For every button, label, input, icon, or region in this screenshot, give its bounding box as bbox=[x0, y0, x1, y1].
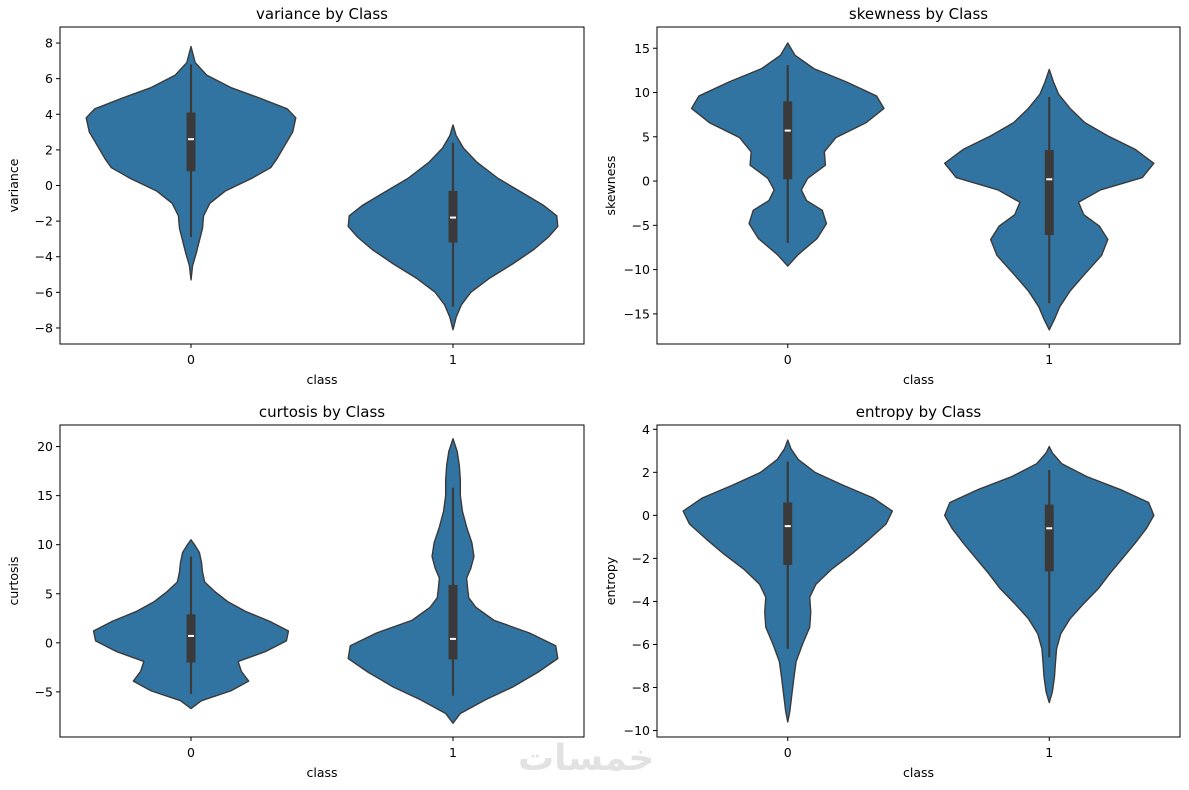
violin-iqr-box bbox=[783, 101, 793, 180]
y-tick-label: −10 bbox=[624, 723, 650, 738]
y-tick-label: 4 bbox=[642, 422, 650, 437]
violin-iqr-box bbox=[783, 502, 793, 565]
y-tick-label: 10 bbox=[37, 537, 53, 552]
violin-iqr-box bbox=[186, 112, 196, 172]
x-tick-label: 0 bbox=[187, 745, 195, 760]
x-axis-label: class bbox=[306, 765, 337, 780]
panel-skewness: skewness by Class class skewness −15 −10 −… bbox=[603, 5, 1181, 387]
y-tick-label: 10 bbox=[634, 85, 650, 100]
x-tick-label: 1 bbox=[1045, 745, 1053, 760]
y-tick-label: 15 bbox=[37, 488, 53, 503]
y-tick-label: −5 bbox=[632, 218, 650, 233]
y-tick-label: 0 bbox=[45, 635, 53, 650]
y-tick-label: −4 bbox=[632, 594, 650, 609]
panel-curtosis: curtosis by Class class curtosis −505101… bbox=[6, 403, 585, 780]
x-tick-label: 0 bbox=[784, 352, 792, 367]
x-tick-label: 1 bbox=[1045, 352, 1053, 367]
x-tick-label: 0 bbox=[784, 745, 792, 760]
y-tick-label: −6 bbox=[35, 285, 53, 300]
y-axis-label: variance bbox=[6, 158, 21, 212]
y-axis-label: entropy bbox=[603, 556, 618, 605]
x-tick-label: 1 bbox=[449, 745, 457, 760]
x-axis-label: class bbox=[903, 372, 934, 387]
y-tick-label: 0 bbox=[642, 508, 650, 523]
x-axis-label: class bbox=[903, 765, 934, 780]
y-tick-label: −2 bbox=[35, 214, 53, 229]
y-axis-label: curtosis bbox=[6, 557, 21, 606]
panel-entropy: entropy by Class class entropy −10 −8 −6 −4… bbox=[603, 403, 1181, 780]
y-tick-label: 0 bbox=[642, 174, 650, 189]
y-tick-label: 6 bbox=[45, 71, 53, 86]
panel-variance: variance by Class class variance −8 −6 −4 −… bbox=[6, 5, 585, 387]
y-tick-label: 5 bbox=[45, 586, 53, 601]
chart-title: variance by Class bbox=[256, 5, 388, 23]
violin-iqr-box bbox=[1044, 504, 1054, 572]
violin-iqr-box bbox=[1044, 150, 1054, 236]
chart-title: entropy by Class bbox=[856, 403, 982, 421]
x-tick-label: 1 bbox=[449, 352, 457, 367]
y-tick-label: 20 bbox=[37, 439, 53, 454]
x-axis-label: class bbox=[306, 372, 337, 387]
y-tick-label: 0 bbox=[45, 178, 53, 193]
y-tick-label: −6 bbox=[632, 637, 650, 652]
y-tick-label: −15 bbox=[624, 306, 650, 321]
y-tick-label: 8 bbox=[45, 36, 53, 51]
y-tick-label: 5 bbox=[642, 129, 650, 144]
axes-frame bbox=[656, 424, 1181, 738]
violin-iqr-box bbox=[186, 614, 196, 663]
axes-frame bbox=[656, 26, 1181, 345]
violin-iqr-box bbox=[448, 584, 458, 660]
y-tick-label: −8 bbox=[632, 680, 650, 695]
x-tick-label: 0 bbox=[187, 352, 195, 367]
y-tick-label: −4 bbox=[35, 249, 53, 264]
y-tick-label: 2 bbox=[45, 142, 53, 157]
chart-title: curtosis by Class bbox=[259, 403, 385, 421]
watermark: خمسات bbox=[518, 738, 655, 779]
y-tick-label: 4 bbox=[45, 107, 53, 122]
y-tick-label: 15 bbox=[634, 41, 650, 56]
y-tick-label: −2 bbox=[632, 551, 650, 566]
axes-frame bbox=[59, 424, 585, 738]
y-tick-label: 2 bbox=[642, 465, 650, 480]
y-tick-label: −10 bbox=[624, 262, 650, 277]
y-tick-label: −5 bbox=[35, 684, 53, 699]
chart-title: skewness by Class bbox=[849, 5, 988, 23]
y-axis-label: skewness bbox=[603, 156, 618, 216]
y-tick-label: −8 bbox=[35, 320, 53, 335]
